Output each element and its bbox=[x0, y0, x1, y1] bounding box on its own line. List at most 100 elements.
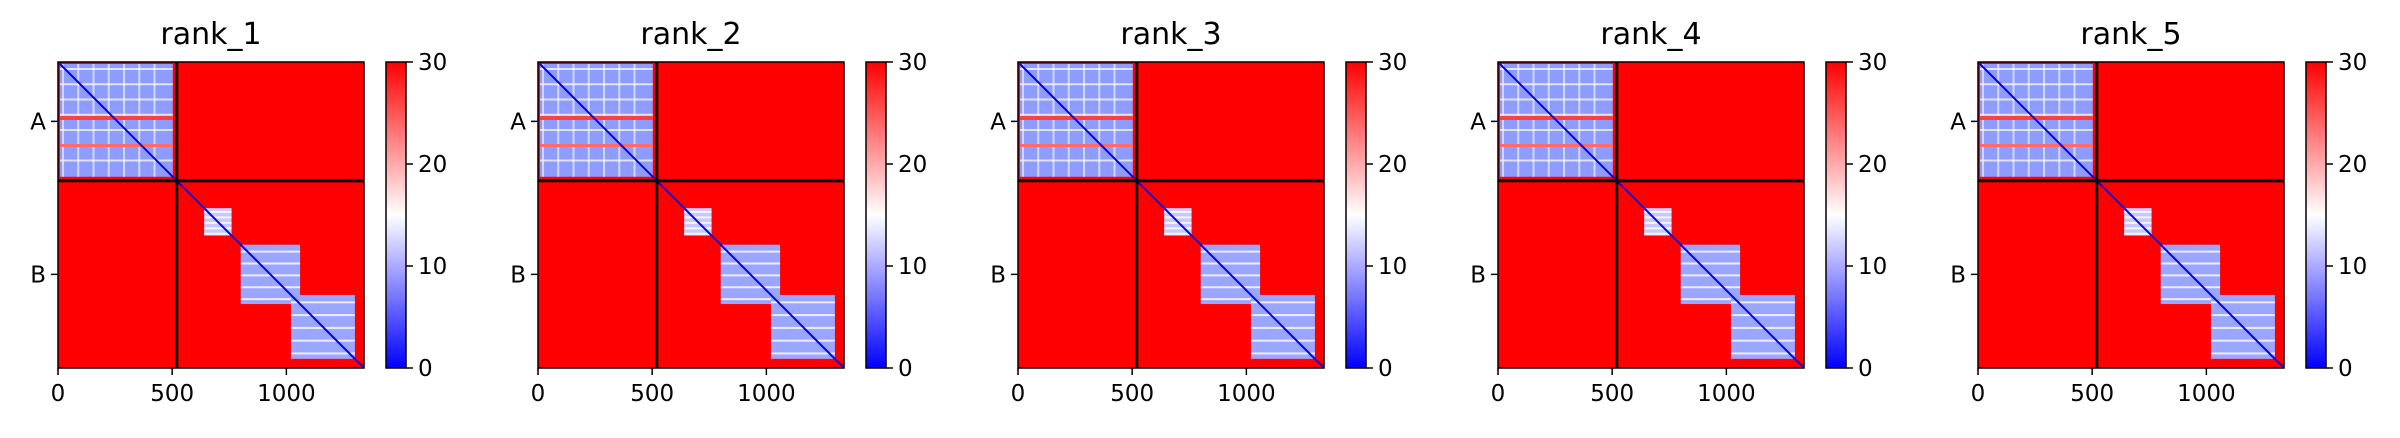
colorbar bbox=[1345, 61, 1367, 369]
chain-label-a: A bbox=[1950, 109, 1966, 135]
chain-a-stripe bbox=[1020, 113, 1133, 116]
x-tick-label: 500 bbox=[630, 381, 674, 407]
chain-a-stripe bbox=[92, 64, 95, 177]
heatmap-svg: rank_1 A B 0 500 1000 0 10 20 30 bbox=[30, 17, 447, 407]
chain-a-red-band bbox=[1500, 144, 1613, 147]
chain-a-stripe bbox=[1502, 64, 1504, 177]
chain-b-stripe bbox=[1730, 352, 1795, 355]
chain-a-stripe bbox=[1980, 98, 2093, 101]
chain-a-stripe bbox=[587, 64, 590, 177]
chain-b-stripe bbox=[720, 262, 781, 265]
colorbar-tick-label: 0 bbox=[1858, 356, 1873, 382]
diagonal-line bbox=[1497, 61, 1805, 369]
chain-b-stripe bbox=[1164, 227, 1192, 230]
chain-b-stripe bbox=[2210, 314, 2275, 317]
chain-a-stripe bbox=[1500, 83, 1613, 86]
chain-b-stripe bbox=[2210, 301, 2275, 304]
chain-b-stripe bbox=[684, 232, 712, 235]
chain-a-stripe bbox=[60, 98, 173, 101]
diagonal-line bbox=[1977, 61, 2285, 369]
x-tick-label: 1000 bbox=[257, 381, 316, 407]
chain-a-stripe bbox=[1500, 98, 1613, 101]
colorbar-tick-label: 30 bbox=[1858, 50, 1887, 76]
colorbar-tick-label: 20 bbox=[1378, 152, 1407, 178]
chain-label-a: A bbox=[510, 109, 526, 135]
chain-b-stripe bbox=[2210, 352, 2275, 355]
chain-b-stripe bbox=[720, 298, 781, 301]
chain-b-stripe bbox=[2160, 250, 2221, 253]
chain-b-stripe bbox=[204, 216, 232, 219]
chain-a-stripe bbox=[1052, 64, 1055, 177]
colorbar-tick-label: 10 bbox=[1378, 254, 1407, 280]
colorbar-tick-label: 30 bbox=[418, 50, 447, 76]
colorbar bbox=[2305, 61, 2327, 369]
heatmap-frame bbox=[57, 61, 365, 369]
chain-b-stripe bbox=[2160, 298, 2221, 301]
chain-label-a: A bbox=[1470, 109, 1486, 135]
chain-b-stripe bbox=[290, 339, 355, 342]
chain-a-stripe bbox=[1067, 64, 1070, 177]
chain-b-stripe bbox=[1644, 216, 1672, 219]
chain-a-stripe bbox=[1082, 64, 1085, 177]
pae-panel-4: rank_4 A B 0 500 1000 0 10 20 30 bbox=[1440, 0, 1920, 438]
chain-b-stripe bbox=[1730, 314, 1795, 317]
chain-a-stripe bbox=[1500, 113, 1613, 116]
chain-b-stripe bbox=[1644, 227, 1672, 230]
pae-panel-3: rank_3 A B 0 500 1000 0 10 20 30 bbox=[960, 0, 1440, 438]
pae-panel-1: rank_1 A B 0 500 1000 0 10 20 30 bbox=[0, 0, 480, 438]
x-tick-label: 0 bbox=[1491, 381, 1506, 407]
chain-a-stripe bbox=[602, 64, 605, 177]
chain-b-stripe bbox=[770, 352, 835, 355]
chain-a-red-band bbox=[1980, 116, 2093, 120]
x-tick-label: 1000 bbox=[1217, 381, 1276, 407]
chain-a-stripe bbox=[1020, 98, 1133, 101]
chain-label-b: B bbox=[1470, 262, 1486, 288]
chain-a-stripe bbox=[1098, 64, 1101, 177]
colorbar-tick-label: 10 bbox=[418, 254, 447, 280]
chain-label-b: B bbox=[510, 262, 526, 288]
heatmap-svg: rank_5 A B 0 500 1000 0 10 20 30 bbox=[1950, 17, 2367, 407]
chain-a-stripe bbox=[540, 128, 653, 131]
chain-a-stripe bbox=[2027, 64, 2030, 177]
chain-a-stripe bbox=[1020, 83, 1133, 86]
chain-a-stripe bbox=[557, 64, 560, 177]
x-tick-label: 0 bbox=[1971, 381, 1986, 407]
chain-b-stripe bbox=[1250, 314, 1315, 317]
chain-a-stripe bbox=[1517, 64, 1520, 177]
chain-b-stripe bbox=[770, 339, 835, 342]
chain-a-stripe bbox=[572, 64, 575, 177]
colorbar-tick-label: 20 bbox=[898, 152, 927, 178]
chain-a-stripe bbox=[1113, 64, 1116, 177]
chain-a-stripe bbox=[540, 68, 653, 70]
chain-a-red-band bbox=[1020, 116, 1133, 120]
chain-a-stripe bbox=[1997, 64, 2000, 177]
heatmap-svg: rank_4 A B 0 500 1000 0 10 20 30 bbox=[1470, 17, 1887, 407]
chain-b-stripe bbox=[1164, 232, 1192, 235]
chain-b-stripe bbox=[1644, 210, 1672, 213]
chain-a-red-band bbox=[1020, 144, 1133, 147]
chain-b-stripe bbox=[1200, 262, 1261, 265]
x-tick-label: 500 bbox=[1590, 381, 1634, 407]
chain-a-stripe bbox=[2012, 64, 2015, 177]
chain-b-stripe bbox=[720, 250, 781, 253]
chain-b-stripe bbox=[290, 314, 355, 317]
colorbar-tick-label: 0 bbox=[2338, 356, 2353, 382]
x-tick-label: 0 bbox=[51, 381, 66, 407]
panel-title: rank_4 bbox=[1600, 17, 1701, 52]
chain-b-stripe bbox=[1730, 339, 1795, 342]
heatmap-frame bbox=[1017, 61, 1325, 369]
chain-b-stripe bbox=[770, 301, 835, 304]
heatmap-svg: rank_3 A B 0 500 1000 0 10 20 30 bbox=[990, 17, 1407, 407]
chain-b-stripe bbox=[240, 286, 301, 289]
chain-b-stripe bbox=[2124, 227, 2152, 230]
colorbar bbox=[385, 61, 407, 369]
colorbar-tick-label: 0 bbox=[898, 356, 913, 382]
chain-a-stripe bbox=[1022, 64, 1024, 177]
chain-b-stripe bbox=[684, 227, 712, 230]
x-tick-label: 500 bbox=[2070, 381, 2114, 407]
chain-b-stripe bbox=[240, 250, 301, 253]
chain-a-stripe bbox=[633, 64, 636, 177]
pae-panel-5: rank_5 A B 0 500 1000 0 10 20 30 bbox=[1920, 0, 2400, 438]
chain-b-stripe bbox=[1250, 339, 1315, 342]
